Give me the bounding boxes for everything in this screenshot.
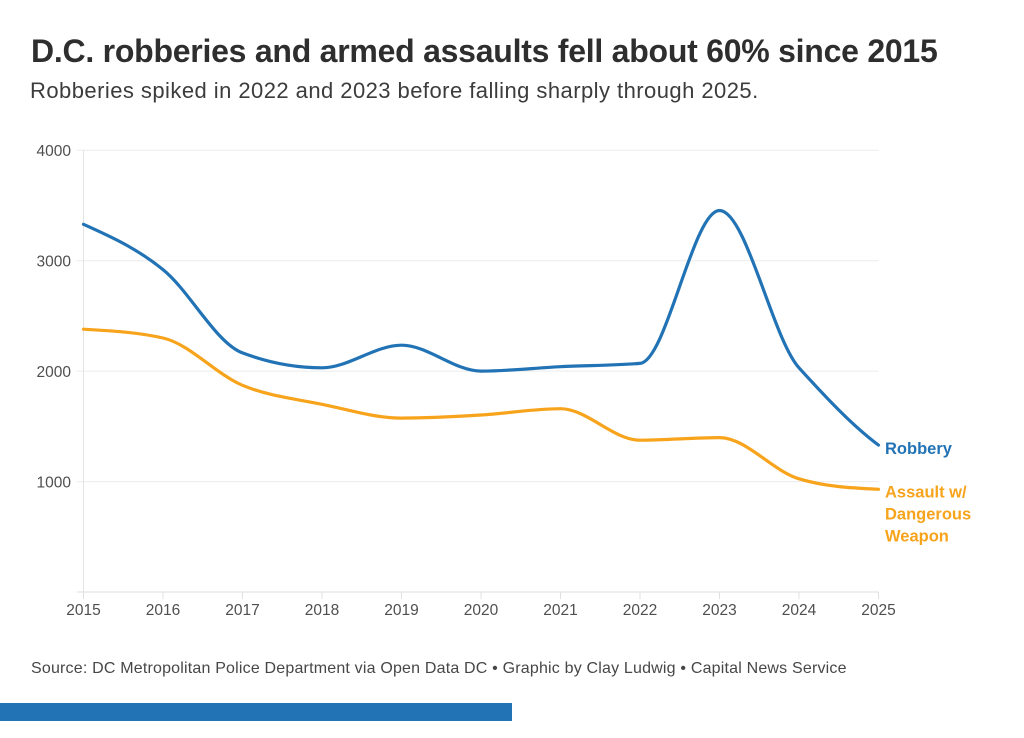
svg-text:Assault w/: Assault w/	[885, 483, 967, 501]
svg-text:1000: 1000	[37, 474, 72, 491]
svg-text:2016: 2016	[146, 602, 180, 619]
svg-text:3000: 3000	[37, 253, 72, 270]
svg-text:2021: 2021	[543, 602, 577, 619]
svg-text:2015: 2015	[66, 602, 100, 619]
svg-text:2024: 2024	[782, 602, 817, 619]
svg-text:2020: 2020	[464, 602, 499, 619]
svg-text:2019: 2019	[384, 602, 418, 619]
svg-text:Dangerous: Dangerous	[885, 505, 971, 523]
svg-text:2025: 2025	[861, 602, 895, 619]
svg-text:Robbery: Robbery	[885, 440, 953, 458]
svg-text:4000: 4000	[37, 143, 72, 160]
svg-text:2023: 2023	[702, 602, 736, 619]
svg-text:2000: 2000	[37, 364, 72, 381]
svg-text:2017: 2017	[225, 602, 259, 619]
svg-text:2022: 2022	[623, 602, 657, 619]
svg-text:2018: 2018	[305, 602, 339, 619]
svg-text:Weapon: Weapon	[885, 527, 949, 545]
